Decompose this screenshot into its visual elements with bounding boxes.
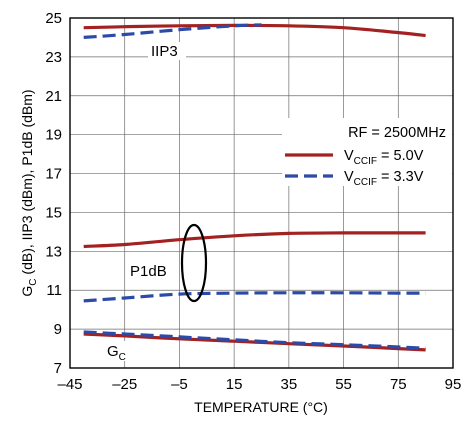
y-axis-title-sub: C	[28, 278, 39, 285]
legend-label-5v-suffix: = 5.0V	[377, 148, 424, 164]
y-tick-label: 7	[54, 360, 62, 377]
series-p1db-5p0v	[83, 231, 426, 249]
y-tick-label: 23	[45, 49, 62, 66]
iip3-label: IIP3	[151, 43, 178, 60]
y-axis-title-rest: (dB), IIP3 (dBm), P1dB (dBm)	[19, 89, 35, 278]
y-tick-label: 9	[54, 321, 62, 338]
x-tick-label: 95	[445, 376, 462, 393]
y-axis-title: GC (dB), IIP3 (dBm), P1dB (dBm)	[19, 89, 39, 296]
series-group	[83, 23, 426, 352]
p1db-label-bg	[127, 262, 173, 280]
series-gc-3p3v	[83, 330, 426, 350]
y-tick-label: 15	[45, 204, 62, 221]
annotations: IIP3 P1dB GC	[104, 42, 208, 363]
plot-area	[69, 17, 454, 369]
x-axis-title: TEMPERATURE (°C)	[194, 399, 328, 415]
legend-label-3v3-prefix: V	[344, 169, 354, 185]
legend-label-3v3-sub: CCIF	[354, 177, 377, 188]
x-tick-label: 35	[281, 376, 298, 393]
plot-background	[70, 18, 453, 368]
x-tick-label: –5	[171, 376, 188, 393]
legend: RF = 2500MHz VCCIF = 5.0V VCCIF = 3.3V	[282, 118, 452, 188]
x-tick-label: 55	[335, 376, 352, 393]
gc-label-sub: C	[119, 352, 126, 363]
p1db-label: P1dB	[130, 263, 167, 280]
p1db-ellipse-marker	[180, 223, 208, 303]
legend-label-5v-sub: CCIF	[354, 156, 377, 167]
legend-label-3v3: VCCIF = 3.3V	[344, 169, 424, 188]
series-iip3-3p3v	[83, 23, 262, 39]
gridlines	[70, 18, 453, 368]
y-tick-label: 11	[46, 282, 62, 299]
y-tick-label: 17	[45, 166, 62, 183]
y-tick-labels: 7 9 11 13 15 17 19 21 23 25	[45, 10, 62, 377]
plot-frame	[69, 17, 454, 369]
y-tick-label: 13	[45, 243, 62, 260]
x-tick-label: 75	[390, 376, 407, 393]
gc-label-bg	[104, 341, 132, 361]
gc-label: GC	[107, 343, 126, 363]
x-tick-label: –45	[57, 376, 82, 393]
gc-label-main: G	[107, 343, 119, 360]
x-tick-label: –25	[112, 376, 137, 393]
y-tick-label: 25	[45, 10, 62, 27]
legend-title: RF = 2500MHz	[348, 125, 446, 141]
y-tick-label: 21	[45, 88, 62, 105]
y-axis-title-main: G	[19, 286, 35, 297]
x-tick-label: 15	[226, 376, 243, 393]
iip3-label-bg	[148, 42, 186, 60]
series-p1db-3p3v	[83, 291, 426, 303]
legend-label-3v3-suffix: = 3.3V	[377, 169, 424, 185]
legend-label-5v-prefix: V	[344, 148, 354, 164]
y-tick-label: 19	[45, 127, 62, 144]
legend-label-5v: VCCIF = 5.0V	[344, 148, 424, 167]
x-tick-labels: –45 –25 –5 15 35 55 75 95	[57, 376, 461, 393]
